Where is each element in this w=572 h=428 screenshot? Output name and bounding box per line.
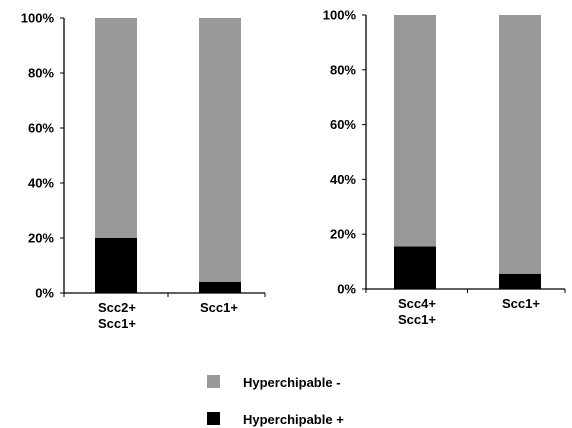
category-label: Scc4+ [398,296,436,311]
chart-panel-2: 0%20%40%60%80%100%Scc4+Scc1+Scc1+ [323,8,566,327]
bar-hyperchipable-negative [199,18,241,282]
y-tick-label: 60% [330,117,356,132]
bar-hyperchipable-negative [499,15,541,274]
y-tick-label: 80% [28,66,54,81]
y-tick-label: 20% [330,227,356,242]
legend-swatch [207,412,220,425]
bar-hyperchipable-positive [394,246,436,289]
legend-label: Hyperchipable + [243,412,344,427]
y-tick-label: 60% [28,121,54,136]
category-label: Scc1+ [398,312,436,327]
bar-hyperchipable-positive [199,282,241,293]
y-tick-label: 40% [28,176,54,191]
y-tick-label: 0% [35,286,54,301]
y-tick-label: 20% [28,231,54,246]
chart-panel-1: 0%20%40%60%80%100%Scc2+Scc1+Scc1+ [21,11,266,331]
category-label: Scc1+ [502,296,540,311]
category-label: Scc2+ [98,300,136,315]
bar-hyperchipable-negative [95,18,137,238]
y-tick-label: 100% [21,11,55,26]
y-tick-label: 80% [330,62,356,77]
bar-hyperchipable-positive [499,273,541,289]
bar-hyperchipable-positive [95,238,137,293]
bar-hyperchipable-negative [394,15,436,247]
legend: Hyperchipable - Hyperchipable + [207,375,344,427]
y-tick-label: 0% [337,282,356,297]
legend-swatch [207,375,220,388]
y-tick-label: 100% [323,8,357,23]
category-label: Scc1+ [98,316,136,331]
legend-label: Hyperchipable - [243,375,341,390]
category-label: Scc1+ [200,300,238,315]
y-tick-label: 40% [330,172,356,187]
